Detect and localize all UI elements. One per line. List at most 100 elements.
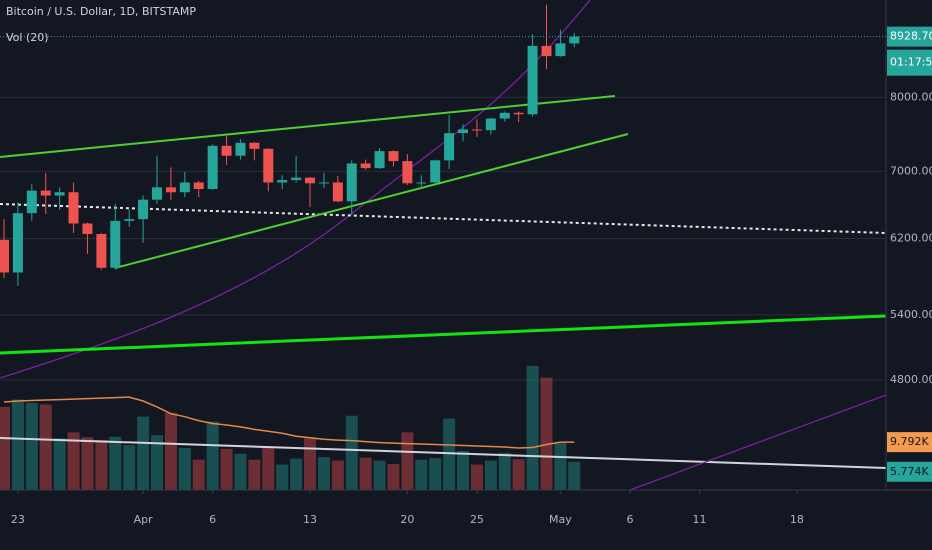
candle-body — [388, 151, 399, 162]
candle-body — [26, 190, 37, 214]
x-tick-label: 6 — [209, 513, 216, 526]
y-tick-label: 5400.00 — [890, 308, 932, 321]
volume-bar — [359, 457, 372, 490]
candle-body — [165, 187, 176, 193]
x-tick-label: May — [549, 513, 572, 526]
volume-bar — [206, 421, 219, 490]
trend-line — [0, 314, 887, 355]
candle-body — [221, 145, 232, 156]
price-axis — [886, 0, 932, 550]
indicator-name: Vol (20) — [6, 31, 49, 44]
volume-bar — [39, 404, 52, 490]
candle-body — [541, 45, 552, 57]
candle-body — [430, 160, 441, 183]
candle-body — [527, 45, 538, 115]
curve — [629, 394, 887, 491]
volume-ma-line — [3, 396, 575, 449]
volume-pane — [0, 365, 581, 490]
candle-body — [152, 187, 163, 200]
x-tick-label: 25 — [470, 513, 484, 526]
volume-bar — [178, 447, 191, 490]
x-tick-label: 18 — [790, 513, 804, 526]
candle-body — [124, 219, 135, 221]
candle-body — [402, 161, 413, 184]
candle-body — [458, 129, 469, 134]
candles — [0, 4, 886, 286]
x-tick-label: 23 — [11, 513, 25, 526]
countdown-tag — [887, 49, 932, 76]
volume-bar — [11, 399, 24, 490]
candle-body — [444, 133, 455, 161]
volume-bar — [401, 432, 414, 490]
candle-body — [12, 213, 23, 273]
candle-body — [263, 148, 274, 183]
volume-bar — [457, 450, 470, 490]
x-tick-label: 13 — [303, 513, 317, 526]
volume-bar — [81, 437, 94, 490]
candle-body — [471, 129, 482, 131]
x-tick-label: 20 — [400, 513, 414, 526]
volume-bar — [554, 443, 567, 490]
volume-bar — [568, 461, 581, 490]
volume-bar — [387, 464, 400, 490]
candle-body — [40, 190, 51, 196]
candle-body — [332, 182, 343, 202]
volume-bar — [95, 440, 108, 490]
volume-bar — [151, 435, 164, 490]
candle-body — [110, 220, 121, 268]
volume-bar — [220, 448, 233, 490]
price-tag-label: 8928.70 — [890, 30, 932, 43]
axis: 4800.00 5400.00 6200.00 7000.00 8000.00 23 Apr… — [11, 26, 932, 526]
candle-body — [96, 234, 107, 268]
grid — [0, 96, 886, 381]
volume-bar — [317, 457, 330, 490]
candle-body — [305, 177, 316, 184]
x-tick-label: Apr — [134, 513, 154, 526]
volume-bar — [234, 453, 247, 490]
volume-bar — [25, 402, 38, 490]
candle-body — [179, 182, 190, 193]
candle-body — [416, 182, 427, 184]
volume-bar — [164, 412, 177, 490]
volume-bar — [512, 459, 525, 490]
candle-body — [499, 112, 510, 119]
volume-bar — [262, 446, 275, 490]
trend-line — [114, 133, 629, 269]
volume-bar — [415, 459, 428, 490]
countdown-label: 01:17:53 — [890, 56, 932, 69]
ma-tag-label: 9.792K — [890, 435, 929, 448]
volume-bar — [53, 438, 66, 490]
chart-title: Bitcoin / U.S. Dollar, 1D, BITSTAMP — [6, 5, 196, 18]
candle-body — [277, 180, 288, 183]
candle-body — [235, 142, 246, 156]
candle-body — [318, 182, 329, 184]
volume-bar — [290, 458, 303, 490]
y-tick-label: 4800.00 — [890, 373, 932, 386]
volume-bar — [429, 458, 442, 490]
candle-body — [291, 177, 302, 181]
candle-body — [485, 118, 496, 131]
candle-body — [360, 163, 371, 169]
trend-line — [0, 437, 887, 469]
candle-body — [138, 199, 149, 220]
candle-body — [569, 36, 580, 44]
volume-bar — [276, 464, 289, 490]
volume-bar — [67, 432, 80, 490]
ma-tag — [887, 432, 932, 453]
volume-bar — [498, 452, 511, 490]
volume-bar — [0, 406, 10, 490]
price-tag — [887, 26, 932, 47]
candle-body — [249, 142, 260, 149]
candle-body — [374, 151, 385, 169]
candle-body — [513, 112, 524, 115]
volume-tag — [887, 461, 932, 482]
dotted-line — [0, 203, 887, 234]
volume-bar — [373, 460, 386, 490]
volume-bar — [192, 459, 205, 490]
volume-bar — [470, 464, 483, 490]
volume-bar — [345, 415, 358, 490]
candle-body — [207, 145, 218, 189]
candle-body — [82, 223, 93, 235]
